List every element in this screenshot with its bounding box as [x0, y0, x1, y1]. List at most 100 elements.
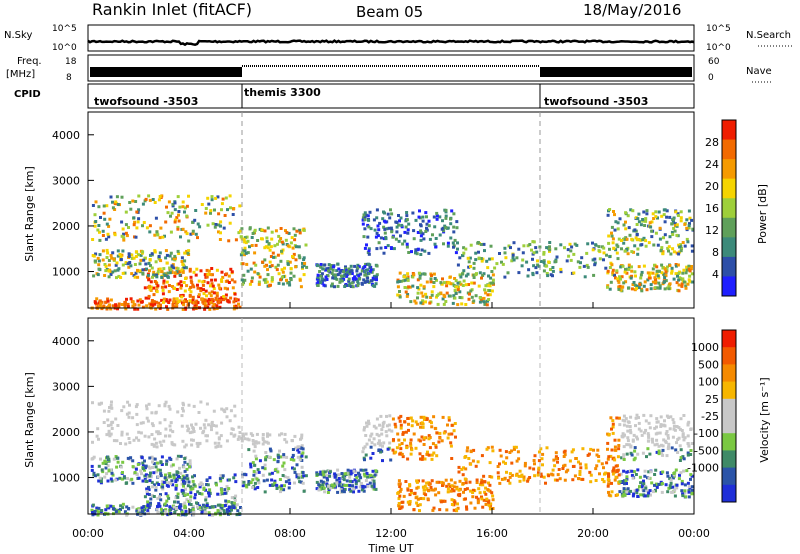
heatmap-cell — [388, 414, 392, 418]
heatmap-cell — [132, 274, 136, 277]
heatmap-cell — [111, 507, 115, 511]
heatmap-cell — [397, 214, 400, 217]
heatmap-cell — [500, 477, 504, 481]
heatmap-cell — [186, 492, 189, 496]
heatmap-cell — [343, 487, 347, 491]
heatmap-cell — [488, 475, 492, 478]
colorbar-swatch — [722, 416, 736, 434]
heatmap-cell — [655, 417, 659, 421]
heatmap-cell — [491, 494, 495, 498]
heatmap-cell — [421, 299, 425, 303]
heatmap-cell — [151, 460, 154, 464]
heatmap-cell — [162, 272, 166, 276]
heatmap-cell — [409, 444, 413, 448]
heatmap-cell — [419, 415, 423, 419]
heatmap-cell — [127, 265, 131, 269]
heatmap-cell — [132, 438, 136, 442]
heatmap-cell — [650, 220, 654, 224]
heatmap-cell — [97, 301, 101, 305]
heatmap-cell — [145, 407, 149, 411]
heatmap-cell — [430, 457, 434, 461]
heatmap-cell — [119, 442, 122, 445]
heatmap-cell — [670, 269, 674, 273]
heatmap-cell — [611, 273, 615, 277]
heatmap-cell — [227, 239, 231, 243]
heatmap-cell — [475, 495, 478, 499]
heatmap-cell — [360, 281, 364, 285]
heatmap-cell — [228, 194, 232, 198]
heatmap-cell — [605, 253, 608, 257]
heatmap-cell — [655, 442, 659, 446]
heatmap-cell — [656, 243, 660, 247]
heatmap-cell — [152, 495, 156, 498]
heatmap-cell — [280, 249, 283, 253]
heatmap-cell — [606, 478, 610, 482]
heatmap-cell — [102, 204, 106, 208]
heatmap-cell — [624, 227, 628, 231]
heatmap-cell — [270, 237, 274, 241]
heatmap-cell — [141, 479, 145, 483]
heatmap-cell — [198, 225, 202, 229]
heatmap-cell — [362, 428, 366, 432]
heatmap-cell — [400, 452, 404, 456]
heatmap-cell — [280, 432, 284, 436]
heatmap-cell — [126, 262, 130, 266]
heatmap-cell — [549, 268, 552, 271]
heatmap-cell — [541, 452, 545, 456]
heatmap-cell — [247, 448, 251, 452]
heatmap-cell — [644, 244, 648, 248]
heatmap-cell — [141, 510, 144, 514]
heatmap-cell — [207, 269, 211, 273]
heatmap-cell — [297, 476, 301, 480]
heatmap-cell — [515, 459, 519, 463]
heatmap-cell — [572, 252, 576, 256]
heatmap-cell — [458, 256, 462, 260]
heatmap-cell — [270, 478, 274, 482]
heatmap-cell — [246, 251, 250, 255]
heatmap-cell — [613, 228, 617, 232]
heatmap-cell — [679, 219, 683, 223]
heatmap-cell — [153, 437, 157, 441]
heatmap-cell — [143, 256, 147, 260]
heatmap-cell — [690, 265, 693, 268]
heatmap-cell — [504, 450, 508, 454]
heatmap-cell — [226, 287, 229, 291]
heatmap-cell — [403, 286, 407, 289]
heatmap-cell — [654, 468, 658, 472]
heatmap-cell — [659, 423, 663, 427]
heatmap-cell — [419, 497, 423, 500]
heatmap-cell — [171, 303, 175, 307]
heatmap-cell — [175, 305, 178, 309]
heatmap-cell — [633, 446, 637, 450]
heatmap-cell — [263, 264, 267, 268]
heatmap-cell — [427, 489, 430, 493]
heatmap-cell — [147, 493, 151, 496]
heatmap-cell — [140, 472, 143, 476]
heatmap-cell — [428, 237, 432, 241]
heatmap-cell — [548, 248, 552, 252]
heatmap-cell — [668, 484, 672, 488]
heatmap-cell — [574, 457, 578, 460]
heatmap-cell — [159, 226, 163, 230]
heatmap-cell — [405, 214, 409, 218]
heatmap-cell — [126, 477, 129, 480]
heatmap-cell — [261, 436, 265, 440]
heatmap-cell — [279, 487, 283, 491]
heatmap-cell — [413, 491, 417, 495]
heatmap-cell — [97, 259, 101, 263]
heatmap-cell — [124, 261, 128, 265]
heatmap-cell — [188, 508, 192, 512]
heatmap-cell — [107, 506, 111, 510]
heatmap-cell — [392, 438, 395, 442]
heatmap-cell — [530, 248, 533, 252]
heatmap-cell — [154, 410, 158, 414]
heatmap-cell — [160, 455, 164, 459]
heatmap-cell — [613, 458, 617, 462]
heatmap-cell — [121, 249, 125, 253]
heatmap-cell — [660, 482, 664, 486]
heatmap-cell — [157, 404, 161, 408]
heatmap-cell — [150, 433, 154, 436]
heatmap-cell — [623, 270, 627, 274]
heatmap-cell — [137, 476, 141, 480]
heatmap-cell — [349, 469, 353, 473]
